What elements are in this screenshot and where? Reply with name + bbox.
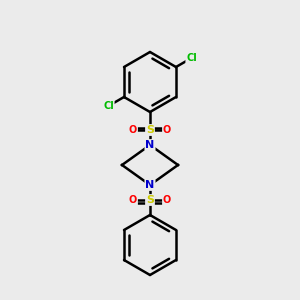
Text: S: S xyxy=(146,195,154,205)
Text: N: N xyxy=(146,140,154,150)
Text: O: O xyxy=(163,195,171,205)
Text: O: O xyxy=(129,125,137,135)
Text: O: O xyxy=(163,125,171,135)
Text: Cl: Cl xyxy=(103,101,114,111)
Text: O: O xyxy=(129,195,137,205)
Text: Cl: Cl xyxy=(186,53,197,63)
Text: N: N xyxy=(146,180,154,190)
Text: S: S xyxy=(146,125,154,135)
